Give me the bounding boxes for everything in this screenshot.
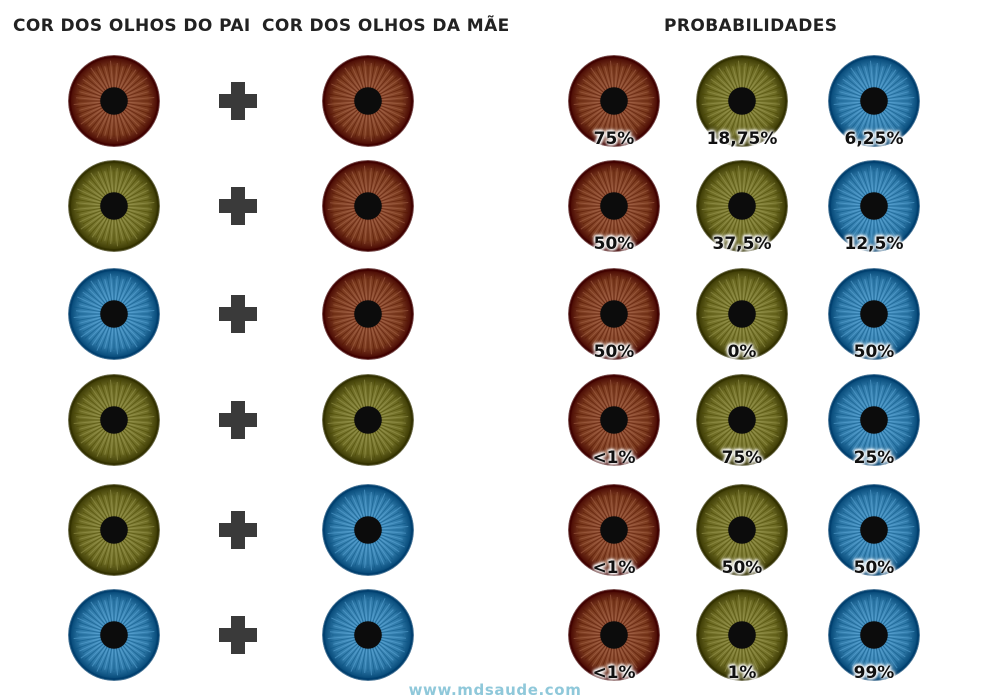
probability-green-label: 50% (721, 558, 763, 578)
probability-blue-label: 50% (853, 342, 895, 362)
green-eye-result-icon (696, 268, 788, 360)
green-eye-icon (68, 484, 160, 576)
plus-icon (219, 616, 257, 654)
plus-icon (219, 187, 257, 225)
blue-eye-icon (322, 484, 414, 576)
father-eye-color-header: COR DOS OLHOS DO PAI (13, 16, 251, 36)
green-eye-icon (68, 160, 160, 252)
brown-eye-result-icon (568, 589, 660, 681)
blue-eye-result-icon (828, 268, 920, 360)
website-url[interactable]: www.mdsaude.com (408, 681, 582, 699)
probability-blue-label: 12,5% (844, 234, 904, 254)
probability-green-label: 37,5% (712, 234, 772, 254)
probability-brown-label: 50% (593, 342, 635, 362)
brown-eye-result-icon (568, 268, 660, 360)
probability-brown-label: 50% (593, 234, 635, 254)
blue-eye-icon (322, 589, 414, 681)
blue-eye-result-icon (828, 374, 920, 466)
brown-eye-result-icon (568, 55, 660, 147)
brown-eye-icon (322, 268, 414, 360)
brown-eye-icon (322, 55, 414, 147)
green-eye-result-icon (696, 374, 788, 466)
probability-blue-label: 50% (853, 558, 895, 578)
green-eye-icon (322, 374, 414, 466)
blue-eye-result-icon (828, 589, 920, 681)
probability-green-label: 1% (727, 663, 757, 683)
plus-icon (219, 401, 257, 439)
blue-eye-result-icon (828, 160, 920, 252)
probability-blue-label: 6,25% (844, 129, 904, 149)
probability-blue-label: 99% (853, 663, 895, 683)
green-eye-icon (68, 374, 160, 466)
probability-green-label: 0% (727, 342, 757, 362)
plus-icon (219, 511, 257, 549)
green-eye-result-icon (696, 484, 788, 576)
probability-green-label: 75% (721, 448, 763, 468)
blue-eye-result-icon (828, 484, 920, 576)
brown-eye-icon (322, 160, 414, 252)
brown-eye-result-icon (568, 374, 660, 466)
brown-eye-icon (68, 55, 160, 147)
probability-brown-label: <1% (592, 663, 636, 683)
probability-brown-label: <1% (592, 558, 636, 578)
mother-eye-color-header: COR DOS OLHOS DA MÃE (262, 16, 510, 36)
probabilities-header: PROBABILIDADES (664, 16, 838, 36)
blue-eye-icon (68, 268, 160, 360)
blue-eye-icon (68, 589, 160, 681)
probability-blue-label: 25% (853, 448, 895, 468)
green-eye-result-icon (696, 160, 788, 252)
probability-green-label: 18,75% (706, 129, 778, 149)
plus-icon (219, 82, 257, 120)
green-eye-result-icon (696, 55, 788, 147)
blue-eye-result-icon (828, 55, 920, 147)
plus-icon (219, 295, 257, 333)
probability-brown-label: <1% (592, 448, 636, 468)
brown-eye-result-icon (568, 484, 660, 576)
brown-eye-result-icon (568, 160, 660, 252)
green-eye-result-icon (696, 589, 788, 681)
probability-brown-label: 75% (593, 129, 635, 149)
